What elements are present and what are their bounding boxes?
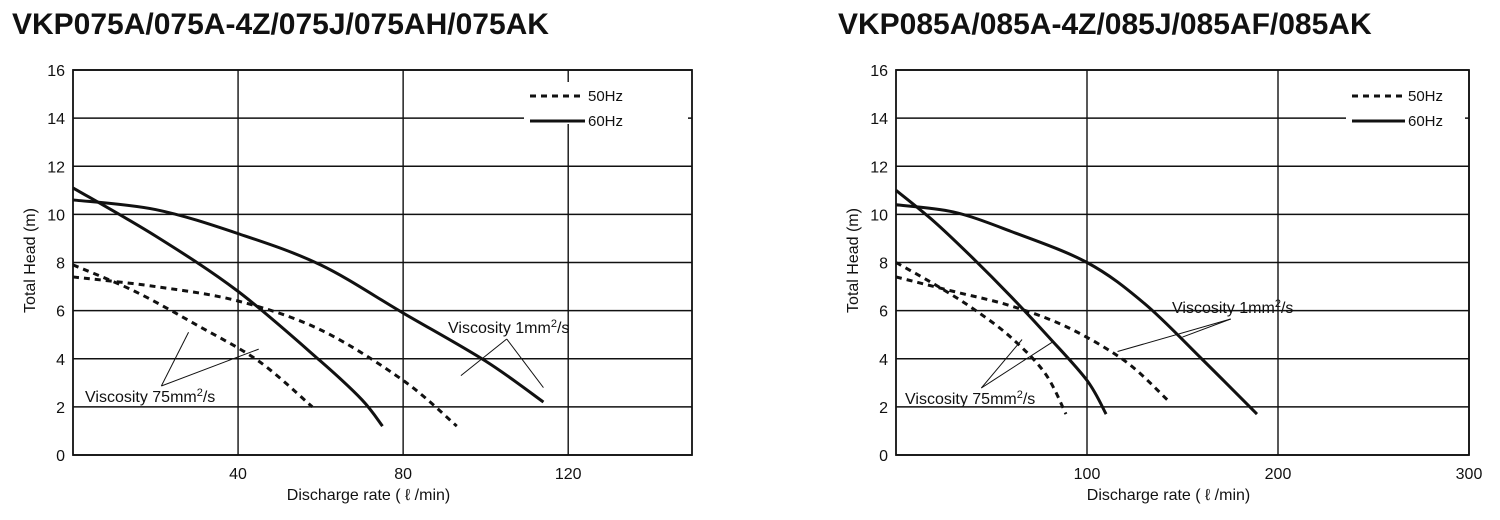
y-tick-label: 6: [879, 304, 888, 321]
y-tick-label: 16: [47, 63, 65, 80]
y-tick-label: 2: [879, 400, 888, 417]
x-tick-label: 100: [1074, 466, 1101, 483]
x-tick-label: 40: [229, 466, 247, 483]
annotation-leader-line: [980, 339, 1023, 389]
y-axis-title: Total Head (m): [22, 208, 39, 313]
curve-50hz-series: [895, 275, 1169, 401]
y-tick-label: 10: [47, 207, 65, 224]
annotation-label: Viscosity 1mm2/s: [1172, 298, 1293, 317]
annotation-leader-line: [1182, 318, 1231, 338]
annotation-leader-line: [460, 338, 508, 376]
y-tick-label: 12: [47, 159, 65, 176]
curve-60hz-series: [895, 189, 1108, 415]
y-tick-label: 4: [879, 352, 888, 369]
annotation-leader-line: [161, 348, 259, 387]
y-tick-label: 14: [47, 111, 65, 128]
chart-plot-left: 0 2 4 6 8 10 12 14 16 40 80 120 Discharge rate ( ℓ /…: [22, 63, 693, 504]
annotation-leader-line: [981, 341, 1053, 389]
curve-50hz-series: [72, 263, 314, 409]
curve-50hz-series: [72, 275, 458, 428]
curve-60hz-series: [895, 203, 1259, 416]
y-tick-label: 4: [56, 352, 65, 369]
chart-title: VKP075A/075A-4Z/075J/075AH/075AK: [12, 8, 549, 41]
plot-area-frame: [72, 69, 693, 456]
chart-title: VKP085A/085A-4Z/085J/085AF/085AK: [838, 8, 1372, 41]
legend-label: 60Hz: [588, 113, 623, 130]
curve-60hz-series: [72, 198, 545, 404]
y-tick-label: 12: [870, 159, 888, 176]
x-axis-title: Discharge rate ( ℓ /min): [287, 487, 450, 504]
annotation-viscosity-75: Viscosity 75mm2/s: [905, 339, 1053, 408]
chart-plot-right: 0 2 4 6 8 10 12 14 16 100 200 300 Discharge rate ( ℓ…: [845, 63, 1483, 504]
y-tick-label: 16: [870, 63, 888, 80]
y-axis-title: Total Head (m): [845, 208, 862, 313]
annotation-label: Viscosity 75mm2/s: [905, 389, 1035, 408]
legend-label: 50Hz: [1408, 88, 1443, 105]
y-tick-label: 8: [56, 256, 65, 273]
annotation-viscosity-1: Viscosity 1mm2/s: [1117, 298, 1293, 353]
chart-panel-right: VKP085A/085A-4Z/085J/085AF/085AK 0 2 4 6 8 10…: [820, 0, 1500, 520]
legend-label: 50Hz: [588, 88, 623, 105]
annotation-viscosity-75: Viscosity 75mm2/s: [85, 332, 259, 406]
x-tick-label: 120: [555, 466, 582, 483]
y-tick-label: 0: [879, 448, 888, 465]
curve-50hz-series: [895, 261, 1068, 415]
y-tick-label: 0: [56, 448, 65, 465]
x-axis-title: Discharge rate ( ℓ /min): [1087, 487, 1250, 504]
curve-60hz-series: [72, 186, 384, 428]
x-tick-label: 200: [1265, 466, 1292, 483]
y-tick-label: 6: [56, 304, 65, 321]
y-tick-label: 2: [56, 400, 65, 417]
legend: 50Hz 60Hz: [524, 82, 688, 130]
legend-background: [524, 82, 688, 124]
annotation-leader-line: [506, 338, 544, 388]
annotation-label: Viscosity 75mm2/s: [85, 387, 215, 406]
legend-label: 60Hz: [1408, 113, 1443, 130]
x-tick-label: 300: [1456, 466, 1483, 483]
annotation-viscosity-1: Viscosity 1mm2/s: [448, 318, 569, 388]
annotation-label: Viscosity 1mm2/s: [448, 318, 569, 337]
y-tick-label: 14: [870, 111, 888, 128]
legend-background: [1346, 82, 1465, 124]
y-tick-label: 10: [870, 207, 888, 224]
y-tick-label: 8: [879, 256, 888, 273]
annotation-leader-line: [160, 332, 189, 387]
chart-panel-left: VKP075A/075A-4Z/075J/075AH/075AK 0 2 4 6 8 10…: [0, 0, 720, 520]
x-tick-label: 80: [394, 466, 412, 483]
legend: 50Hz 60Hz: [1346, 82, 1465, 130]
annotation-leader-line: [1117, 318, 1231, 353]
